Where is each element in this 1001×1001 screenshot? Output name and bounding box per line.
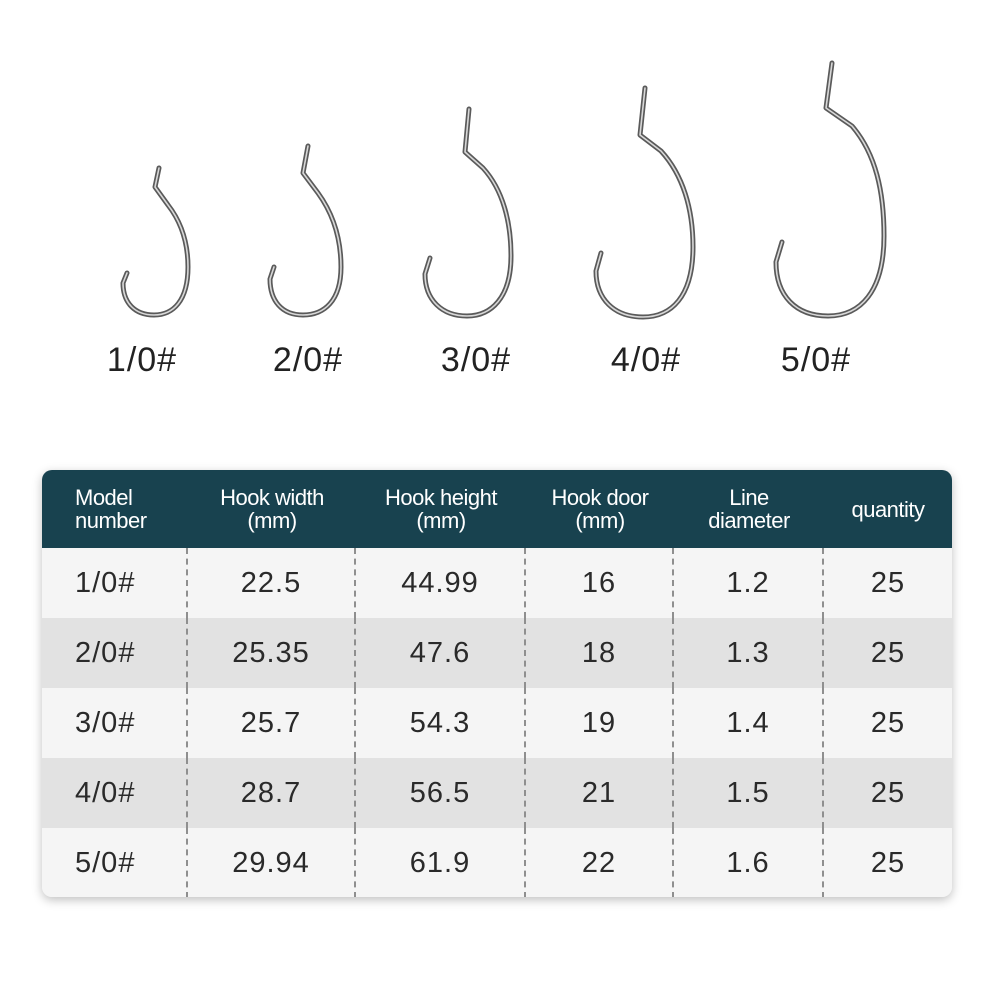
cell-hook-height: 61.9	[356, 828, 526, 897]
hook-size-label: 5/0#	[780, 341, 852, 379]
cell-line-diameter: 1.4	[674, 688, 824, 758]
cell-model: 4/0#	[42, 758, 188, 828]
cell-hook-door: 21	[526, 758, 674, 828]
hook-illustrations: 1/0# 2/0# 3/0# 4/0# 5/0#	[0, 0, 1001, 420]
cell-hook-width: 22.5	[188, 548, 356, 618]
table-header: Model number Hook width (mm) Hook height…	[42, 470, 952, 548]
hook-image-2	[263, 143, 348, 321]
cell-hook-door: 16	[526, 548, 674, 618]
table-row: 2/0# 25.35 47.6 18 1.3 25	[42, 618, 952, 688]
cell-hook-width: 25.7	[188, 688, 356, 758]
hook-size-label: 4/0#	[610, 341, 682, 379]
table-row: 3/0# 25.7 54.3 19 1.4 25	[42, 688, 952, 758]
cell-hook-height: 56.5	[356, 758, 526, 828]
cell-quantity: 25	[870, 636, 906, 669]
header-hook-width: Hook width (mm)	[220, 485, 324, 533]
hook-size-label: 3/0#	[440, 341, 512, 379]
cell-hook-door: 18	[526, 618, 674, 688]
cell-model: 2/0#	[42, 618, 188, 688]
cell-hook-door: 22	[526, 828, 674, 897]
header-quantity: quantity	[851, 496, 925, 522]
cell-line-diameter: 1.2	[674, 548, 824, 618]
cell-hook-height: 44.99	[356, 548, 526, 618]
cell-hook-width: 29.94	[188, 828, 356, 897]
cell-hook-height: 54.3	[356, 688, 526, 758]
cell-line-diameter: 1.5	[674, 758, 824, 828]
header-hook-door: Hook door (mm)	[551, 485, 649, 533]
hook-size-label: 1/0#	[106, 341, 178, 379]
cell-hook-width: 25.35	[188, 618, 356, 688]
spec-table: Model number Hook width (mm) Hook height…	[42, 470, 952, 897]
cell-hook-height: 47.6	[356, 618, 526, 688]
header-line-diameter: Line diameter	[708, 485, 790, 533]
table-row: 4/0# 28.7 56.5 21 1.5 25	[42, 758, 952, 828]
table-row: 5/0# 29.94 61.9 22 1.6 25	[42, 828, 952, 897]
cell-quantity: 25	[870, 706, 906, 739]
cell-quantity: 25	[870, 566, 906, 599]
cell-model: 3/0#	[42, 688, 188, 758]
hook-image-1	[118, 165, 193, 320]
table-body: 1/0# 22.5 44.99 16 1.2 25 2/0# 25.35 47.…	[42, 548, 952, 897]
cell-quantity: 25	[870, 846, 906, 879]
hook-image-3	[417, 106, 517, 322]
hook-image-4	[587, 85, 699, 323]
cell-model: 5/0#	[42, 828, 188, 897]
cell-model: 1/0#	[42, 548, 188, 618]
header-model-number: Model number	[75, 485, 147, 533]
table-row: 1/0# 22.5 44.99 16 1.2 25	[42, 548, 952, 618]
hook-image-5	[768, 60, 890, 322]
hook-size-label: 2/0#	[272, 341, 344, 379]
cell-hook-width: 28.7	[188, 758, 356, 828]
cell-line-diameter: 1.6	[674, 828, 824, 897]
header-hook-height: Hook height (mm)	[385, 485, 497, 533]
cell-line-diameter: 1.3	[674, 618, 824, 688]
cell-quantity: 25	[870, 776, 906, 809]
cell-hook-door: 19	[526, 688, 674, 758]
